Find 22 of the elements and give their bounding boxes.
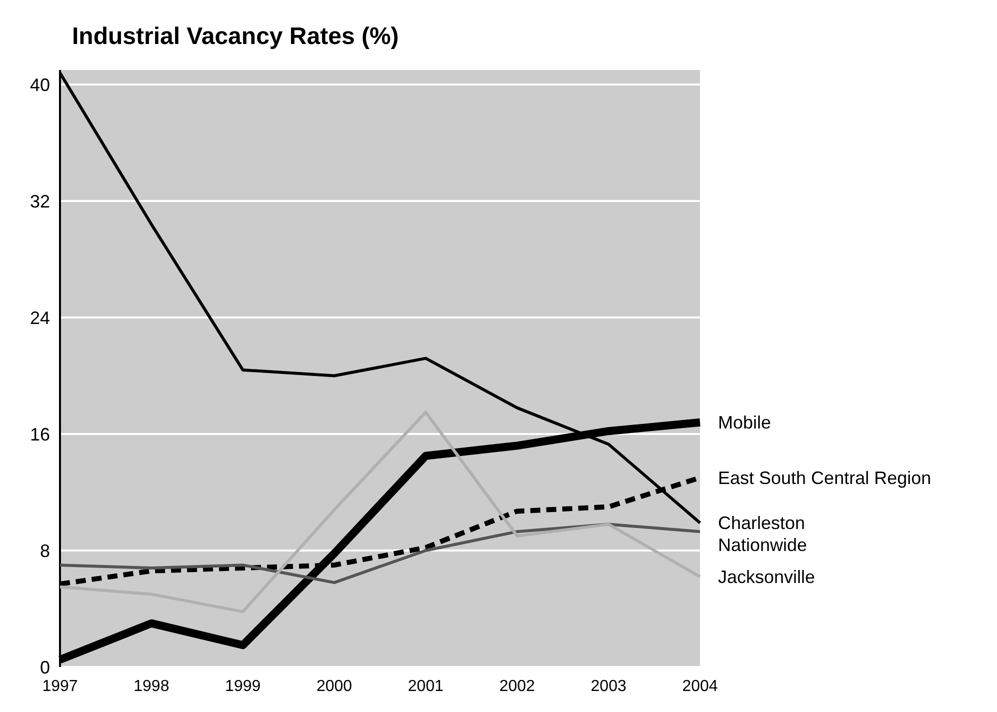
x-tick-label: 1999 [225,678,261,695]
series-label: Jacksonville [718,567,816,588]
x-tick-label: 2004 [682,678,718,695]
x-tick-label: 2002 [499,678,536,695]
line-series [58,410,702,614]
line-series [58,522,702,584]
y-tick-label: 8 [40,540,50,561]
x-tick-label: 1997 [42,678,78,695]
x-tick-label: 2000 [316,678,352,695]
y-tick-label: 40 [30,74,50,95]
series-label: Nationwide [718,535,808,556]
x-tick-label: 2001 [408,678,444,695]
x-tick-label: 2003 [590,678,626,695]
series-label: Charleston [718,513,806,534]
y-tick-label: 24 [30,308,50,328]
y-tick-label: 0 [40,657,50,678]
series-label: East South Central Region [718,468,932,488]
y-tick-label: 32 [30,191,50,212]
chart-title: Industrial Vacancy Rates (%) [72,23,399,50]
series-label: Mobile [718,412,772,433]
x-tick-label: 1998 [134,678,170,695]
y-tick-label: 16 [30,424,50,444]
